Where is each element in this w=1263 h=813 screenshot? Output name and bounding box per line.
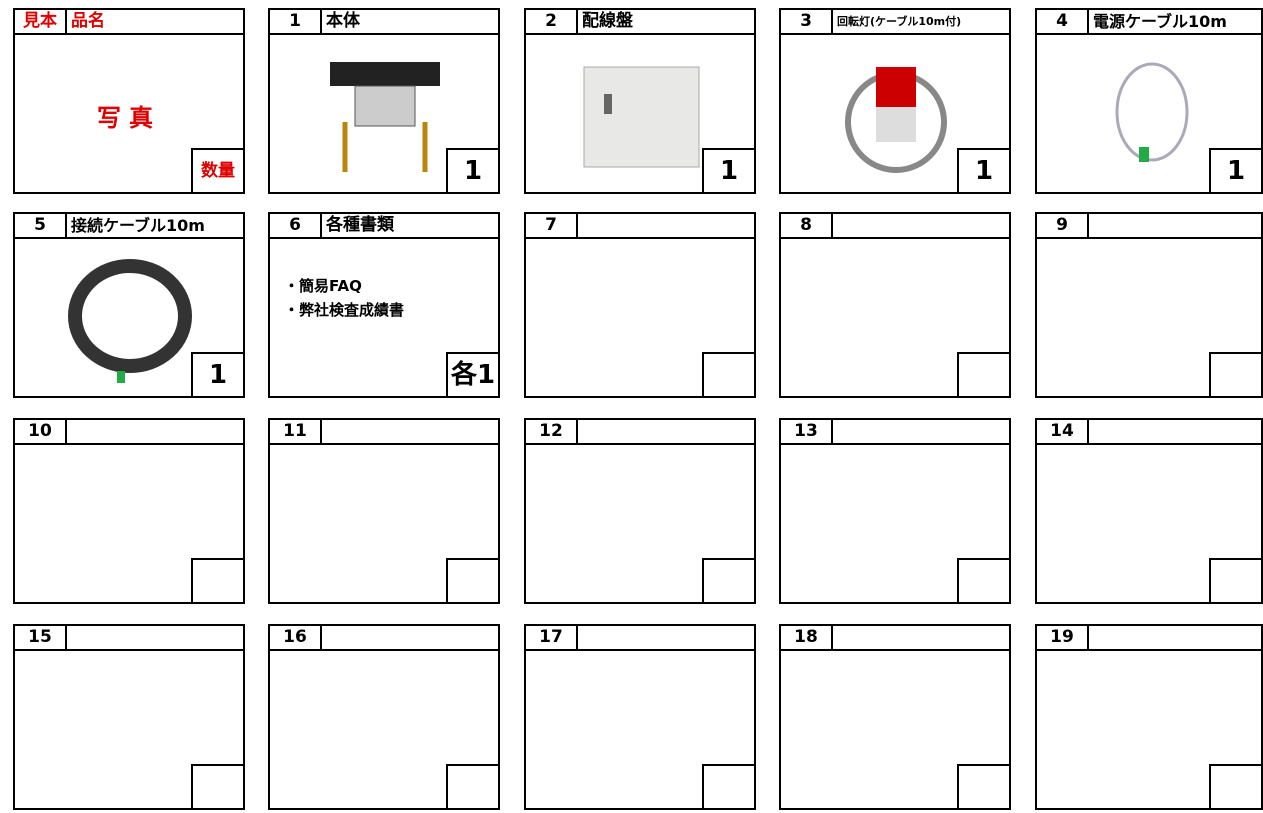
quantity-box (957, 558, 1009, 602)
item-card: 見本 品名写真数量 (13, 8, 245, 194)
item-number: 14 (1037, 420, 1089, 443)
item-number: 7 (526, 214, 578, 237)
item-number: 9 (1037, 214, 1089, 237)
legend-photo: 写真 (97, 104, 161, 132)
legend-name: 品名 (71, 11, 105, 31)
quantity-box (446, 558, 498, 602)
item-card: 9 (1035, 212, 1263, 398)
item-name: 回転灯(ケーブル10m付) (837, 15, 962, 28)
item-card: 18 (779, 624, 1011, 810)
item-card: 10 (13, 418, 245, 604)
item-notes: ・簡易FAQ ・弊社検査成績書 (284, 274, 404, 322)
item-card: 7 (524, 212, 756, 398)
legend-number: 見本 (15, 10, 67, 33)
item-number: 19 (1037, 626, 1089, 649)
item-card: 17 (524, 624, 756, 810)
item-name: 本体 (326, 11, 360, 31)
item-card: 2 配線盤 1 (524, 8, 756, 194)
item-quantity: 1 (702, 148, 754, 192)
card-header: 12 (526, 420, 754, 445)
item-number: 10 (15, 420, 67, 443)
item-card: 15 (13, 624, 245, 810)
item-photo (330, 62, 440, 172)
quantity-box (702, 558, 754, 602)
card-header: 5 接続ケーブル10m (15, 214, 243, 239)
note-line: ・簡易FAQ (284, 277, 362, 295)
item-name: 配線盤 (582, 11, 633, 31)
item-name: 各種書類 (326, 215, 394, 235)
card-header: 8 (781, 214, 1009, 239)
card-header: 7 (526, 214, 754, 239)
item-photo (1115, 62, 1189, 162)
item-number: 17 (526, 626, 578, 649)
card-header: 19 (1037, 626, 1261, 651)
card-header: 2 配線盤 (526, 10, 754, 35)
item-number: 4 (1037, 10, 1089, 33)
card-header: 13 (781, 420, 1009, 445)
item-quantity: 1 (957, 148, 1009, 192)
item-number: 11 (270, 420, 322, 443)
item-number: 2 (526, 10, 578, 33)
item-number: 16 (270, 626, 322, 649)
item-photo (845, 67, 947, 173)
item-quantity: 1 (446, 148, 498, 192)
item-quantity: 1 (191, 352, 243, 396)
quantity-box (1209, 558, 1261, 602)
item-number: 1 (270, 10, 322, 33)
item-card: 19 (1035, 624, 1263, 810)
card-header: 6 各種書類 (270, 214, 498, 239)
item-quantity: 1 (1209, 148, 1261, 192)
card-header: 18 (781, 626, 1009, 651)
item-number: 18 (781, 626, 833, 649)
item-card: 8 (779, 212, 1011, 398)
card-header: 15 (15, 626, 243, 651)
quantity-box (446, 764, 498, 808)
item-card: 14 (1035, 418, 1263, 604)
item-number: 8 (781, 214, 833, 237)
item-card: 13 (779, 418, 1011, 604)
item-card: 1 本体 1 (268, 8, 500, 194)
item-number: 13 (781, 420, 833, 443)
card-header: 9 (1037, 214, 1261, 239)
card-header: 16 (270, 626, 498, 651)
quantity-box (702, 764, 754, 808)
item-name: 接続ケーブル10m (71, 216, 205, 235)
item-number: 5 (15, 214, 67, 237)
item-card: 6 各種書類・簡易FAQ ・弊社検査成績書各1 (268, 212, 500, 398)
item-number: 15 (15, 626, 67, 649)
card-header: 14 (1037, 420, 1261, 445)
item-card: 3 回転灯(ケーブル10m付) 1 (779, 8, 1011, 194)
legend-quantity: 数量 (191, 148, 243, 192)
item-quantity: 各1 (446, 352, 498, 396)
card-header: 見本 品名 (15, 10, 243, 35)
item-number: 12 (526, 420, 578, 443)
item-card: 11 (268, 418, 500, 604)
item-photo (68, 259, 192, 383)
card-header: 11 (270, 420, 498, 445)
item-name: 電源ケーブル10m (1093, 12, 1227, 31)
card-header: 17 (526, 626, 754, 651)
quantity-box (191, 764, 243, 808)
quantity-box (957, 764, 1009, 808)
card-header: 3 回転灯(ケーブル10m付) (781, 10, 1009, 35)
item-number: 3 (781, 10, 833, 33)
item-card: 12 (524, 418, 756, 604)
card-header: 1 本体 (270, 10, 498, 35)
item-photo (583, 66, 700, 168)
item-number: 6 (270, 214, 322, 237)
item-card: 4 電源ケーブル10m 1 (1035, 8, 1263, 194)
card-header: 4 電源ケーブル10m (1037, 10, 1261, 35)
quantity-box (1209, 352, 1261, 396)
quantity-box (957, 352, 1009, 396)
note-line: ・弊社検査成績書 (284, 301, 405, 319)
quantity-box (191, 558, 243, 602)
item-card: 16 (268, 624, 500, 810)
card-header: 10 (15, 420, 243, 445)
quantity-box (702, 352, 754, 396)
item-card: 5 接続ケーブル10m 1 (13, 212, 245, 398)
quantity-box (1209, 764, 1261, 808)
